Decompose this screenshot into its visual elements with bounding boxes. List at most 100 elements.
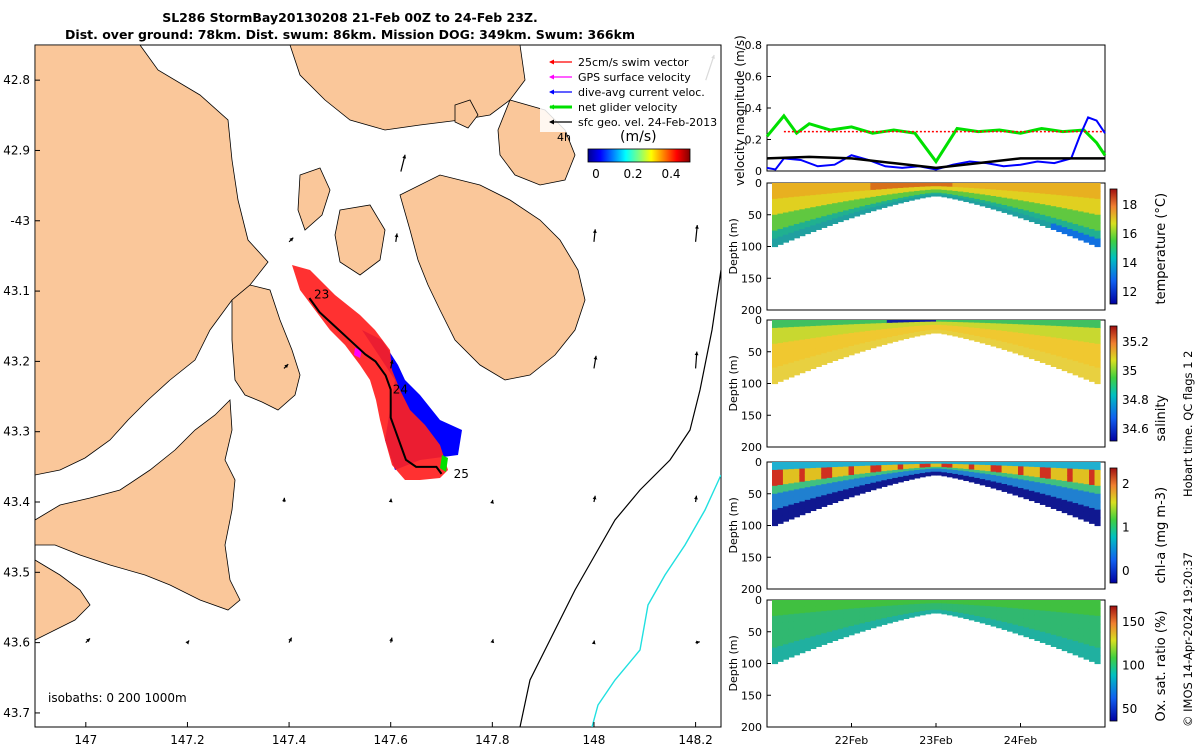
- section-cell: [908, 466, 915, 470]
- section-cell: [772, 615, 779, 625]
- section-cell: [859, 623, 866, 628]
- section-cell: [788, 628, 795, 637]
- section-cell: [826, 209, 833, 216]
- section-cell: [782, 234, 789, 243]
- section-cell: [1012, 612, 1019, 618]
- section-cell: [777, 600, 784, 609]
- section-cell: [793, 203, 800, 211]
- section-cell: [772, 198, 779, 208]
- section-cell: [957, 464, 964, 467]
- section-cell: [968, 327, 975, 331]
- section-cell: [1067, 359, 1074, 367]
- section-cell: [914, 331, 921, 335]
- section-cell: [810, 356, 817, 363]
- section-cell: [892, 600, 899, 604]
- section-cell: [793, 320, 800, 328]
- section-cell: [1001, 323, 1008, 328]
- section-cell: [979, 467, 986, 472]
- section-cell: [848, 187, 855, 193]
- section-cell: [990, 195, 997, 200]
- section-cell: [996, 340, 1003, 345]
- section-cell: [974, 462, 981, 466]
- section-cell: [996, 624, 1003, 629]
- section-cell: [919, 603, 926, 607]
- section-cell: [925, 605, 932, 608]
- section-cell: [963, 600, 970, 603]
- section-cell: [788, 341, 795, 350]
- section-cell: [996, 475, 1003, 480]
- section-cell: [848, 328, 855, 334]
- section-cell: [799, 488, 806, 496]
- section-cell: [843, 480, 850, 486]
- section-cell: [957, 600, 964, 603]
- section-cell: [985, 189, 992, 193]
- section-cell: [1094, 517, 1101, 527]
- section-cell: [832, 620, 839, 626]
- section-cell: [886, 320, 893, 324]
- map-y-tick-label: 43.5: [3, 565, 30, 579]
- section-cell: [990, 609, 997, 614]
- velocity-series-line: [766, 155, 1105, 170]
- section-cell: [1018, 191, 1025, 197]
- section-cell: [936, 183, 943, 186]
- section-cell: [1001, 611, 1008, 616]
- section-cell: [1039, 341, 1046, 348]
- section-cell: [963, 609, 970, 613]
- section-cell: [952, 609, 959, 613]
- section-cell: [804, 227, 811, 235]
- section-cell: [914, 601, 921, 605]
- section-cell: [952, 469, 959, 473]
- section-cell: [974, 320, 981, 324]
- section-cbar-tick-label: 12: [1122, 285, 1137, 299]
- section-cell: [864, 462, 871, 467]
- section-cell: [1001, 197, 1008, 202]
- section-cell: [968, 332, 975, 336]
- section-cell: [892, 615, 899, 620]
- section-cell: [897, 187, 904, 192]
- section-cell: [946, 332, 953, 336]
- section-cell: [892, 610, 899, 614]
- section-cell: [897, 322, 904, 326]
- section-cell: [1078, 334, 1085, 342]
- section-cell: [996, 323, 1003, 328]
- section-cell: [832, 482, 839, 488]
- section-cell: [925, 606, 932, 610]
- section-cell: [985, 612, 992, 616]
- section-cell: [815, 211, 822, 219]
- section-cell: [919, 327, 926, 330]
- section-cell: [1072, 203, 1079, 211]
- section-cell: [1050, 320, 1057, 327]
- section-cbar-tick-label: 0: [1122, 564, 1130, 578]
- section-cell: [985, 201, 992, 205]
- section-cell: [1078, 204, 1085, 213]
- section-cell: [1001, 622, 1008, 627]
- section-cell: [777, 484, 784, 494]
- section-cell: [799, 613, 806, 621]
- section-cell: [1023, 192, 1030, 198]
- section-cell: [1045, 188, 1052, 195]
- section-cell: [772, 607, 779, 617]
- section-cell: [957, 334, 964, 338]
- section-cell: [979, 470, 986, 474]
- section-cell: [875, 329, 882, 334]
- section-cell: [968, 469, 975, 473]
- section-cell: [897, 469, 904, 473]
- section-cell: [930, 604, 937, 608]
- section-cell: [1001, 484, 1008, 489]
- section-cell: [1018, 341, 1025, 347]
- section-cell: [1034, 497, 1041, 503]
- section-cell: [952, 184, 959, 188]
- section-cell: [1072, 509, 1079, 518]
- section-cell: [793, 647, 800, 656]
- section-cell: [914, 327, 921, 331]
- section-cell: [777, 653, 784, 662]
- section-cell: [1083, 600, 1090, 608]
- isobaths-label: isobaths: 0 200 1000m: [48, 691, 187, 705]
- section-cell: [886, 328, 893, 332]
- section-cell: [854, 332, 861, 338]
- section-cell: [875, 622, 882, 627]
- section-cell: [968, 617, 975, 621]
- section-cell: [782, 607, 789, 616]
- section-cell: [843, 493, 850, 500]
